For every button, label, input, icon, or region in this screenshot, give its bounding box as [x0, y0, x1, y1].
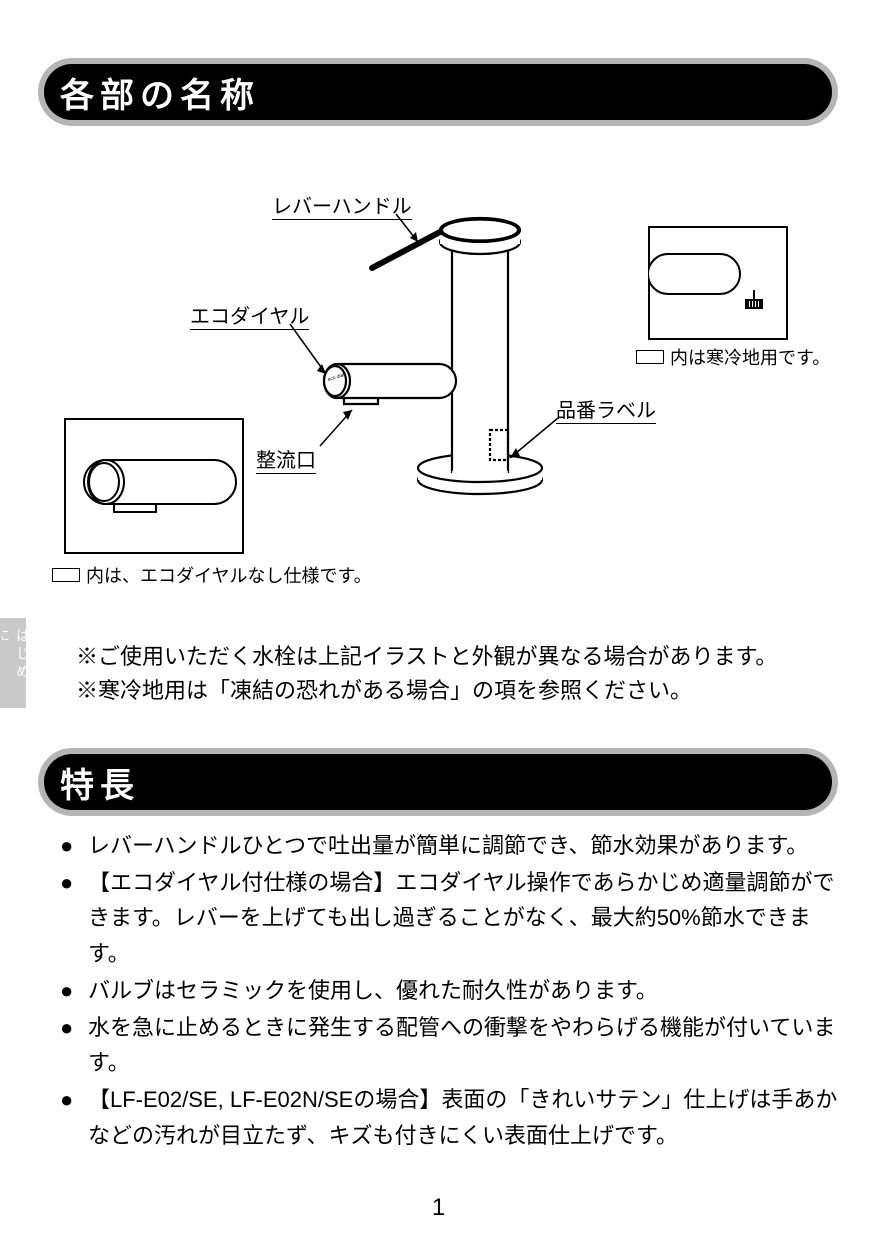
- legend-box-icon: [636, 350, 664, 364]
- inset-cold-region: [648, 226, 788, 340]
- page-number: 1: [0, 1194, 877, 1222]
- feature-item: レバーハンドルひとつで吐出量が簡単に調節でき、節水効果があります。: [60, 828, 840, 863]
- legend-cold-region: 内は寒冷地用です。: [636, 344, 830, 370]
- feature-item: 【LF-E02/SE, LF-E02N/SEの場合】表面の「きれいサテン」仕上げ…: [60, 1082, 840, 1152]
- feature-text-4: 水を急に止めるときに発生する配管への衝撃をやわらげる機能が付いています。: [88, 1015, 835, 1075]
- side-tab-label: はじめに: [0, 628, 33, 698]
- section-header-parts: 各部の名称: [38, 58, 838, 126]
- arrow-product-label: [504, 416, 564, 466]
- legend-box-icon-2: [52, 568, 80, 582]
- side-tab-intro: はじめに: [0, 618, 26, 708]
- notes-block: ※ご使用いただく水栓は上記イラストと外観が異なる場合があります。 ※寒冷地用は「…: [76, 640, 836, 708]
- feature-text-3: バルブはセラミックを使用し、優れた耐久性があります。: [88, 978, 658, 1003]
- inset-no-ecodial: [64, 418, 244, 554]
- feature-item: バルブはセラミックを使用し、優れた耐久性があります。: [60, 973, 840, 1008]
- arrow-rectifier: [316, 404, 360, 450]
- feature-text-1: レバーハンドルひとつで吐出量が簡単に調節でき、節水効果があります。: [88, 833, 808, 858]
- legend-cold-region-text: 内は寒冷地用です。: [670, 344, 830, 370]
- callout-product-label-text: 品番ラベル: [556, 400, 656, 424]
- arrow-eco-dial: [288, 322, 338, 382]
- legend-no-ecodial-text: 内は、エコダイヤルなし仕様です。: [86, 562, 372, 588]
- note-1: ※ご使用いただく水栓は上記イラストと外観が異なる場合があります。: [76, 640, 836, 674]
- callout-product-label: 品番ラベル: [556, 394, 656, 423]
- callout-rectifier: 整流口: [256, 444, 316, 473]
- feature-text-5: 【LF-E02/SE, LF-E02N/SEの場合】表面の「きれいサテン」仕上げ…: [88, 1087, 837, 1147]
- section-header-features-title: 特長: [44, 754, 832, 810]
- note-2: ※寒冷地用は「凍結の恐れがある場合」の項を参照ください。: [76, 674, 836, 708]
- callout-rectifier-text: 整流口: [256, 450, 316, 474]
- arrow-lever-handle: [390, 212, 430, 252]
- feature-item: 【エコダイヤル付仕様の場合】エコダイヤル操作であらかじめ適量調節ができます。レバ…: [60, 865, 840, 971]
- section-header-parts-title: 各部の名称: [44, 64, 832, 120]
- section-header-features: 特長: [38, 748, 838, 816]
- feature-text-2: 【エコダイヤル付仕様の場合】エコダイヤル操作であらかじめ適量調節ができます。レバ…: [88, 870, 834, 965]
- features-list: レバーハンドルひとつで吐出量が簡単に調節でき、節水効果があります。 【エコダイヤ…: [60, 828, 840, 1155]
- feature-item: 水を急に止めるときに発生する配管への衝撃をやわらげる機能が付いています。: [60, 1010, 840, 1080]
- legend-no-ecodial: 内は、エコダイヤルなし仕様です。: [52, 562, 372, 588]
